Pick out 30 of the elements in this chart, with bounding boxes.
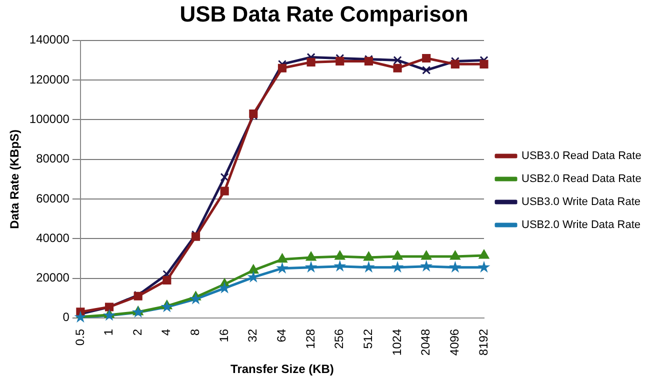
y-tick-label: 40000 [36,230,70,245]
x-tick-label: 64 [274,328,289,342]
x-tick-label: 4 [159,328,174,336]
x-tick-label: 0.5 [72,328,87,346]
y-tick-label: 0 [62,310,70,324]
x-tick-label: 2 [130,328,144,336]
legend-label: USB3.0 Write Data Rate [522,196,641,208]
x-tick-label: 128 [303,328,318,349]
y-tick-label: 80000 [36,152,70,166]
y-tick-label: 20000 [36,270,70,285]
x-tick-label: 8192 [476,328,490,356]
legend-label: USB2.0 Write Data Rate [522,219,641,232]
y-tick-label: 140000 [29,32,70,47]
y-tick-label: 60000 [36,191,70,206]
x-tick-label: 4096 [447,328,462,356]
x-tick-label: 1 [102,328,116,336]
x-axis-title: Transfer Size (KB) [230,362,334,376]
x-tick-label: 32 [246,328,260,342]
y-tick-label: 100000 [29,112,70,126]
legend-label: USB3.0 Read Data Rate [522,150,642,162]
x-tick-label: 512 [361,328,376,349]
x-tick-label: 8 [188,328,202,336]
x-tick-label: 16 [216,328,231,342]
y-tick-label: 120000 [29,72,70,86]
x-tick-label: 256 [332,328,346,349]
x-tick-label: 1024 [390,328,404,356]
y-axis-title: Data Rate (KBpS) [8,129,22,229]
x-tick-label: 2048 [418,328,433,356]
legend-label: USB2.0 Read Data Rate [522,173,642,186]
chart-title: USB Data Rate Comparison [180,1,468,26]
